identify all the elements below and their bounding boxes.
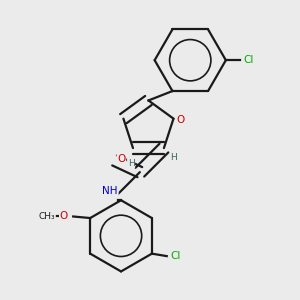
Text: NH: NH <box>103 186 118 196</box>
Text: H: H <box>170 153 177 162</box>
Text: Cl: Cl <box>243 55 254 65</box>
Text: O: O <box>117 154 125 164</box>
Text: H: H <box>128 159 134 168</box>
Text: CH₃: CH₃ <box>39 212 55 221</box>
Text: methoxy: methoxy <box>46 216 52 217</box>
Text: O: O <box>176 115 184 125</box>
Text: Cl: Cl <box>170 251 181 261</box>
Text: O: O <box>60 212 68 221</box>
